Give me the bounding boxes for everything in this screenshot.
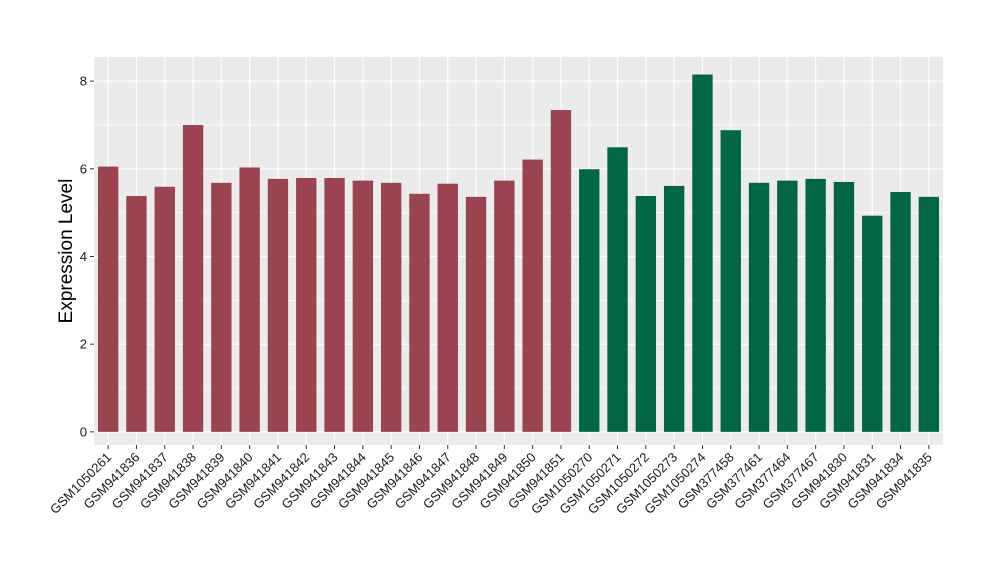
y-tick-label: 6 — [80, 161, 87, 176]
y-tick-label: 2 — [80, 337, 87, 352]
bar-GSM941844 — [352, 180, 374, 432]
bar-GSM941843 — [324, 178, 345, 432]
bar-GSM941841 — [267, 178, 289, 432]
bar-GSM377458 — [720, 130, 741, 432]
bar-GSM1050270 — [579, 169, 600, 432]
bar-GSM941840 — [239, 167, 260, 432]
y-tick-label: 4 — [80, 249, 87, 264]
bar-GSM941847 — [437, 183, 458, 432]
bar-GSM941846 — [409, 193, 430, 432]
x-axis: GSM1050261GSM941836GSM941837GSM941838GSM… — [47, 445, 935, 517]
minor-gridlines — [94, 124, 943, 389]
bar-GSM941849 — [494, 180, 515, 432]
y-axis: 0 2 4 6 8 — [80, 74, 94, 439]
bar-GSM377467 — [805, 178, 826, 432]
bar-GSM941831 — [862, 215, 883, 432]
bar-GSM1050272 — [635, 195, 657, 432]
bar-GSM377464 — [777, 180, 798, 432]
bar-GSM941842 — [296, 178, 317, 432]
bar-GSM941845 — [380, 182, 402, 432]
bar-GSM377461 — [748, 182, 770, 432]
bar-GSM1050273 — [663, 185, 685, 432]
bar-GSM941837 — [154, 186, 175, 432]
bar-GSM941850 — [522, 159, 543, 432]
bar-GSM1050274 — [692, 74, 713, 432]
bar-GSM941851 — [550, 110, 572, 432]
plot-panel — [94, 57, 943, 445]
bar-GSM941830 — [833, 181, 855, 432]
bars — [97, 74, 940, 432]
bar-GSM941834 — [890, 192, 911, 432]
bar-GSM941835 — [918, 196, 940, 432]
bar-GSM941848 — [465, 196, 487, 432]
bar-GSM1050271 — [607, 147, 628, 432]
y-tick-label: 8 — [80, 74, 87, 89]
bar-GSM1050261 — [97, 166, 119, 432]
bar-GSM941836 — [126, 195, 147, 432]
y-tick-label: 0 — [80, 424, 87, 439]
y-axis-title: Expression Level — [56, 179, 77, 324]
bar-GSM941838 — [182, 124, 204, 432]
bar-GSM941839 — [211, 182, 232, 432]
